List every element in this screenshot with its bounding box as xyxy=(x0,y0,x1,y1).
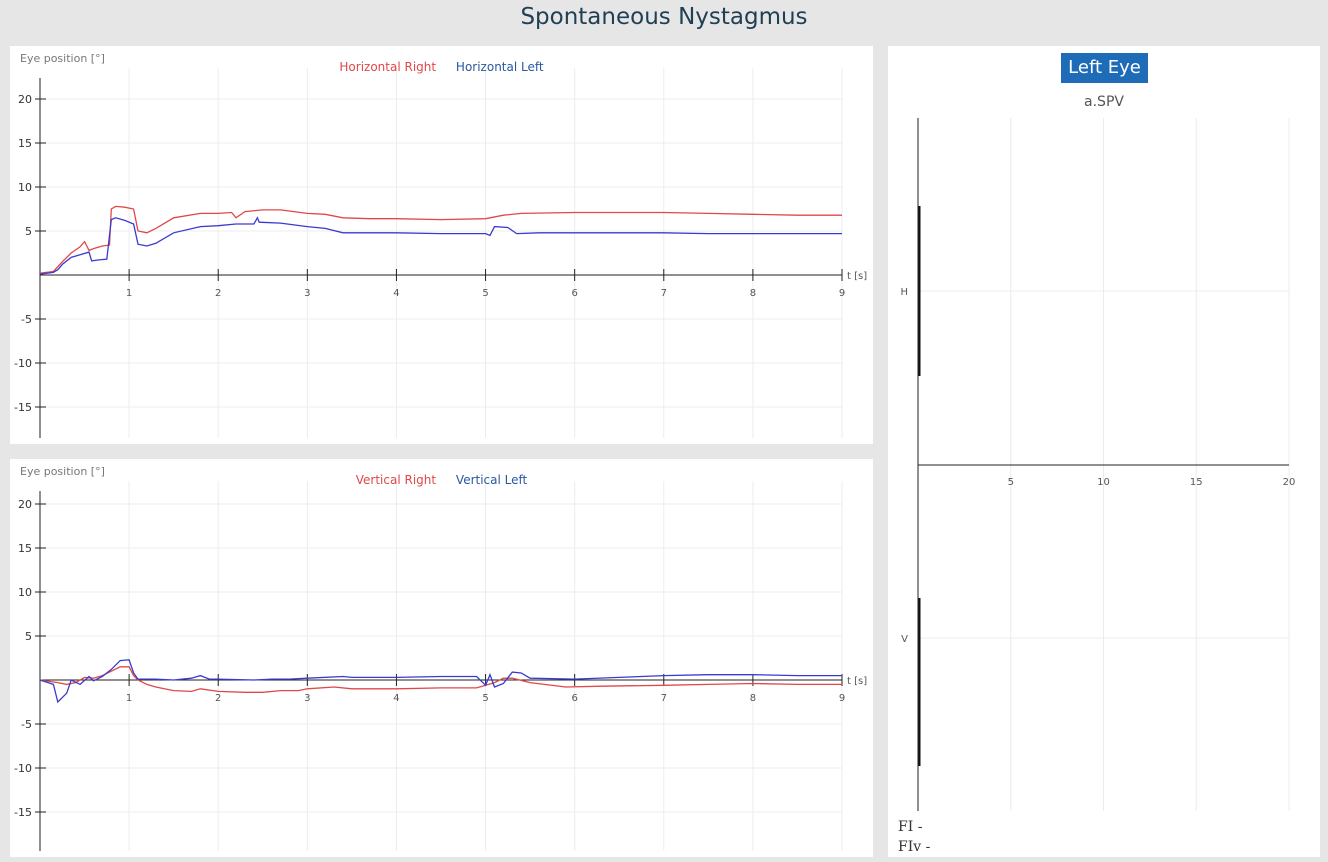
vertical-y-axis-label: Eye position [°] xyxy=(20,465,105,478)
y-tick-label: 10 xyxy=(18,586,32,599)
x-tick-label: 6 xyxy=(571,288,577,299)
horizontal-chart: 20 15 10 5 -5 -10 -15 1 2 3 4 5 6 7 8 9t [s] xyxy=(14,68,867,438)
y-tick-label: 5 xyxy=(25,630,32,643)
y-tick-label: 20 xyxy=(18,93,32,106)
horizontal-chart-panel: 20 15 10 5 -5 -10 -15 1 2 3 4 5 6 7 8 9 t [s] Eye positi… xyxy=(10,46,873,444)
x-tick-label: 3 xyxy=(304,288,310,299)
x-tick-label: 5 xyxy=(482,693,488,704)
vertical-chart-panel: 20 15 10 5 -5 -10 -15 1 2 3 4 5 6 7 8 9 t [s] Eye positi… xyxy=(10,459,873,857)
y-tick-label: -10 xyxy=(14,357,32,370)
x-tick-label: 2 xyxy=(215,288,221,299)
x-axis-label: t [s] xyxy=(847,271,867,282)
spv-x-tick-label: 5 xyxy=(1008,477,1014,488)
x-axis-label: t [s] xyxy=(847,676,867,687)
x-tick-label: 6 xyxy=(571,693,577,704)
x-tick-label: 9 xyxy=(839,693,845,704)
x-tick-label: 4 xyxy=(393,693,399,704)
spv-category-label-v: V xyxy=(901,634,908,645)
fi-label: FI - xyxy=(898,819,923,835)
x-tick-label: 1 xyxy=(126,288,132,299)
x-tick-label: 7 xyxy=(661,288,667,299)
spv-x-tick-label: 15 xyxy=(1190,477,1203,488)
x-tick-label: 9 xyxy=(839,288,845,299)
vertical-chart: 20 15 10 5 -5 -10 -15 1 2 3 4 5 6 7 8 9t [s] xyxy=(14,481,867,851)
series-line-left xyxy=(39,659,842,704)
y-tick-label: 20 xyxy=(18,498,32,511)
x-tick-label: 2 xyxy=(215,693,221,704)
page-title: Spontaneous Nystagmus xyxy=(520,4,808,30)
spv-x-tick-label: 10 xyxy=(1097,477,1110,488)
y-tick-label: 5 xyxy=(25,225,32,238)
spv-title: a.SPV xyxy=(1084,94,1124,110)
y-tick-label: -15 xyxy=(14,806,32,819)
series-line-right xyxy=(39,205,842,274)
series-line-left xyxy=(39,216,842,275)
x-tick-label: 4 xyxy=(393,288,399,299)
x-tick-label: 1 xyxy=(126,693,132,704)
x-tick-label: 8 xyxy=(750,288,756,299)
x-tick-label: 3 xyxy=(304,693,310,704)
spv-x-tick-label: 20 xyxy=(1283,477,1296,488)
x-tick-label: 7 xyxy=(661,693,667,704)
y-tick-label: 15 xyxy=(18,137,32,150)
y-tick-label: -5 xyxy=(21,313,32,326)
x-tick-label: 8 xyxy=(750,693,756,704)
horizontal-y-axis-label: Eye position [°] xyxy=(20,52,105,65)
y-tick-label: 10 xyxy=(18,181,32,194)
spv-panel: 5 10 15 20 H V Left Eye a.SPV FI - FIv - xyxy=(888,46,1320,857)
spv-chart: 5 10 15 20 H V xyxy=(900,118,1296,811)
spv-category-label-h: H xyxy=(900,287,908,298)
left-eye-button[interactable]: Left Eye xyxy=(1061,53,1148,83)
y-tick-label: -10 xyxy=(14,762,32,775)
y-tick-label: -5 xyxy=(21,718,32,731)
fiv-label: FIv - xyxy=(898,839,931,855)
y-tick-label: 15 xyxy=(18,542,32,555)
y-tick-label: -15 xyxy=(14,401,32,414)
x-tick-label: 5 xyxy=(482,288,488,299)
